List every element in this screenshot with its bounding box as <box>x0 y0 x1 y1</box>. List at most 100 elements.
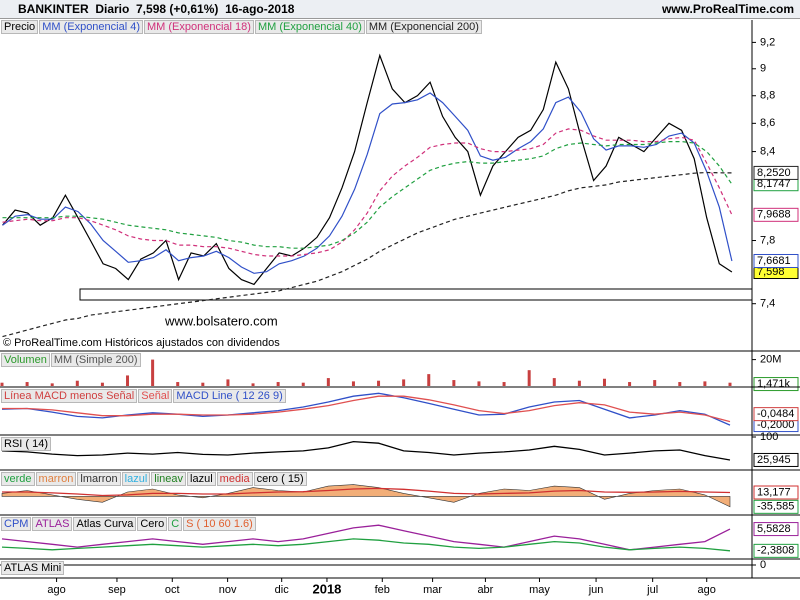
legend-item: verde <box>1 472 35 486</box>
last-value-label: 25,945 <box>757 454 791 466</box>
last-value-label-box <box>753 165 799 180</box>
bar <box>201 382 205 386</box>
series-line <box>2 141 733 249</box>
bar <box>452 380 456 386</box>
bar <box>527 370 531 386</box>
support-box <box>79 288 753 301</box>
last-value-label-box <box>753 543 799 558</box>
legend-item: S ( 10 60 1.6) <box>183 517 256 531</box>
x-tick-label: oct <box>165 584 180 596</box>
last-value-label-box <box>753 207 799 222</box>
last-value-label: 5,5828 <box>757 523 791 535</box>
last-value-label-box <box>753 499 799 514</box>
legend: ATLAS Mini <box>1 561 65 575</box>
bar <box>126 375 130 386</box>
bar <box>728 382 732 386</box>
last-value-label: 8,1747 <box>757 178 791 190</box>
y-tick-label: 7,8 <box>760 234 775 246</box>
bar <box>351 381 355 386</box>
bar <box>50 383 54 386</box>
y-tick-label: 8,8 <box>760 90 775 102</box>
y-tick-label: 9 <box>760 63 766 75</box>
legend: Volumen MM (Simple 200) <box>1 353 142 367</box>
watermark: www.bolsatero.com <box>164 313 278 328</box>
legend: Línea MACD menos Señal Señal MACD Line ( 1… <box>1 389 287 403</box>
legend-item: marron <box>35 472 77 486</box>
bar <box>326 378 330 386</box>
legend-item: RSI ( 14) <box>1 437 52 451</box>
legend-item: lazul <box>121 472 151 486</box>
chart-title: BANKINTER Diario 7,598 (+0,61%) 16-ago-2… <box>18 2 295 16</box>
bar <box>602 378 606 386</box>
last-value-label-box <box>753 522 799 537</box>
legend-item: Precio <box>1 20 39 34</box>
legend-item: MM (Exponencial 40) <box>254 20 365 34</box>
x-tick-label: feb <box>375 584 390 596</box>
legend: RSI ( 14) <box>1 437 52 451</box>
series-line <box>1 524 731 551</box>
legend-item: MM (Simple 200) <box>50 353 141 367</box>
last-value-label: -2,3808 <box>757 545 794 557</box>
legend-item: CPM <box>1 517 32 531</box>
bar <box>477 381 481 386</box>
legend-item: Señal <box>138 389 173 403</box>
legend-item: lazul <box>187 472 216 486</box>
y-tick-label: 20M <box>760 354 781 366</box>
last-value-label: 7,6681 <box>757 255 791 267</box>
bar <box>276 382 280 386</box>
bar <box>377 380 381 386</box>
bar <box>151 359 155 386</box>
last-value-label-box <box>753 253 799 268</box>
x-tick-label: jul <box>646 584 658 596</box>
bar <box>251 383 255 386</box>
bar <box>301 382 305 386</box>
x-tick-label: dic <box>275 584 290 596</box>
y-tick-label: 9,2 <box>760 36 775 48</box>
bar <box>502 382 506 386</box>
last-value-label-box <box>753 485 799 500</box>
series-line <box>2 53 733 286</box>
legend-item: Volumen <box>1 353 50 367</box>
x-tick-label: jun <box>588 584 604 596</box>
y-tick-label: 8,4 <box>760 145 775 157</box>
legend-item: Línea MACD menos Señal <box>1 389 138 403</box>
legend: CPM ATLAS Atlas Curva Cero C S ( 10 60 1.6) <box>1 517 257 531</box>
series-line <box>2 128 733 257</box>
y-tick-label: 7,4 <box>760 298 775 310</box>
header: BANKINTER Diario 7,598 (+0,61%) 16-ago-2… <box>0 0 800 19</box>
legend-item: C <box>168 517 183 531</box>
x-tick-label: abr <box>477 584 493 596</box>
x-tick-label: 2018 <box>312 581 341 596</box>
bar <box>653 380 657 386</box>
legend-item: Atlas Curva <box>73 517 137 531</box>
x-tick-label: ago <box>698 584 716 596</box>
bar <box>0 382 4 386</box>
legend-item: Cero <box>137 517 168 531</box>
legend-item: MM (Exponencial 4) <box>39 20 144 34</box>
legend: Precio MM (Exponencial 4) MM (Exponencial … <box>1 20 483 34</box>
last-value-label: 7,9688 <box>757 209 791 221</box>
bar <box>402 379 406 386</box>
last-value-label: 8,2520 <box>757 167 791 179</box>
series-line <box>1 440 731 461</box>
x-tick-label: nov <box>219 584 237 596</box>
legend-item: ATLAS <box>32 517 73 531</box>
marker-label: -0,0484 <box>757 408 794 420</box>
series-line <box>2 171 732 338</box>
legend-item: lineav <box>151 472 187 486</box>
marker-label-box <box>753 407 799 422</box>
bar <box>427 374 431 386</box>
legend-item: ATLAS Mini <box>1 561 65 575</box>
source: www.ProRealTime.com <box>661 2 794 16</box>
bar <box>176 382 180 386</box>
x-tick-label: ago <box>47 584 65 596</box>
y-tick-label: 0 <box>760 559 766 571</box>
marker-label: 1,471k <box>757 378 791 390</box>
legend: verde marron lmarron lazul lineav lazul media c… <box>1 472 308 486</box>
last-value-label: -35,585 <box>757 501 794 513</box>
series-line <box>2 395 731 423</box>
legend-item: MM (Exponencial 200) <box>365 20 482 34</box>
legend-item: MM (Exponencial 18) <box>144 20 254 34</box>
